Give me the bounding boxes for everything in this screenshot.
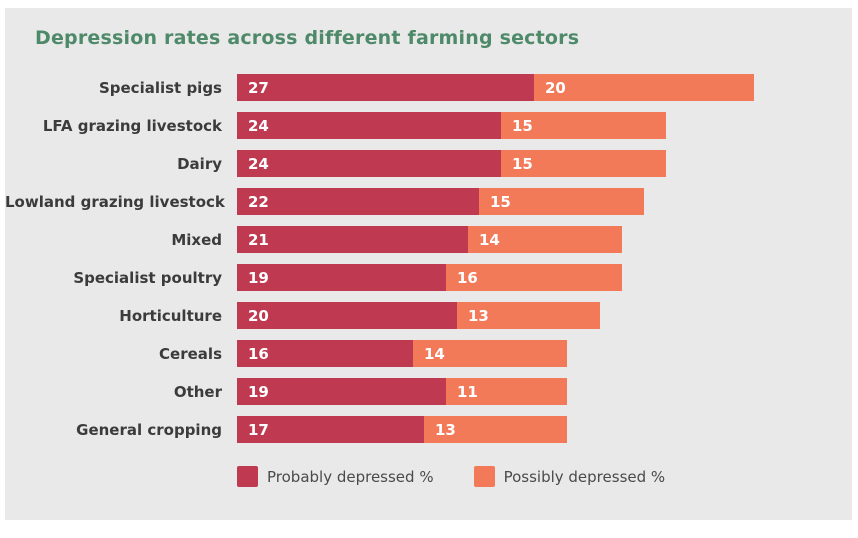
legend-swatch-possibly-depressed	[473, 466, 495, 487]
bar-value-label: 14	[424, 344, 445, 363]
bar-row: General cropping 17 13	[5, 416, 852, 443]
category-label: Other	[173, 382, 222, 401]
category-label: Mixed	[171, 230, 222, 249]
bar-value-label: 20	[248, 306, 269, 325]
bar-row: Mixed 21 14	[5, 226, 852, 253]
bar-segment-possibly-depressed: 14	[413, 340, 567, 367]
bar-row: Other 19 11	[5, 378, 852, 405]
bar-segment-probably-depressed: 21	[237, 226, 468, 253]
bar-segment-probably-depressed: 24	[237, 112, 501, 139]
category-label: Specialist poultry	[73, 268, 222, 287]
chart-card: Depression rates across different farmin…	[5, 8, 852, 520]
legend-label-probably-depressed: Probably depressed %	[267, 467, 434, 486]
category-label: Specialist pigs	[98, 78, 222, 97]
bar-chart: Specialist pigs 27 20 LFA grazing livestock…	[5, 74, 852, 454]
bar-segment-probably-depressed: 19	[237, 378, 446, 405]
bar-segment-possibly-depressed: 16	[446, 264, 622, 291]
bar-row: Lowland grazing livestock 22 15	[5, 188, 852, 215]
stacked-bar: 22 15	[237, 188, 644, 215]
bar-segment-possibly-depressed: 13	[424, 416, 567, 443]
bar-value-label: 11	[457, 382, 478, 401]
stacked-bar: 27 20	[237, 74, 754, 101]
bar-row: Horticulture 20 13	[5, 302, 852, 329]
bar-value-label: 13	[468, 306, 489, 325]
bar-row: Cereals 16 14	[5, 340, 852, 367]
legend-label-possibly-depressed: Possibly depressed %	[503, 467, 666, 486]
bar-row: Specialist pigs 27 20	[5, 74, 852, 101]
bar-segment-possibly-depressed: 13	[457, 302, 600, 329]
bar-value-label: 22	[248, 192, 269, 211]
bar-row: Specialist poultry 19 16	[5, 264, 852, 291]
bar-value-label: 14	[479, 230, 500, 249]
bar-value-label: 17	[248, 420, 269, 439]
bar-value-label: 20	[545, 78, 566, 97]
category-label: Dairy	[177, 154, 222, 173]
stacked-bar: 20 13	[237, 302, 600, 329]
chart-rows: Specialist pigs 27 20 LFA grazing livestock…	[5, 74, 852, 443]
bar-segment-possibly-depressed: 15	[501, 112, 666, 139]
bar-segment-probably-depressed: 27	[237, 74, 534, 101]
bar-value-label: 15	[512, 154, 533, 173]
bar-value-label: 19	[248, 382, 269, 401]
bar-value-label: 21	[248, 230, 269, 249]
bar-row: LFA grazing livestock 24 15	[5, 112, 852, 139]
stacked-bar: 19 11	[237, 378, 567, 405]
stacked-bar: 21 14	[237, 226, 622, 253]
bar-segment-possibly-depressed: 20	[534, 74, 754, 101]
chart-title: Depression rates across different farmin…	[35, 27, 580, 49]
bar-segment-possibly-depressed: 11	[446, 378, 567, 405]
category-label: LFA grazing livestock	[42, 116, 222, 135]
bar-value-label: 16	[457, 268, 478, 287]
bar-segment-possibly-depressed: 15	[501, 150, 666, 177]
legend: Probably depressed % Possibly depressed …	[237, 466, 665, 487]
bar-value-label: 15	[490, 192, 511, 211]
bar-segment-possibly-depressed: 15	[479, 188, 644, 215]
stacked-bar: 24 15	[237, 150, 666, 177]
bar-value-label: 24	[248, 154, 269, 173]
category-label: Lowland grazing livestock	[5, 192, 225, 211]
stacked-bar: 16 14	[237, 340, 567, 367]
bar-row: Dairy 24 15	[5, 150, 852, 177]
bar-value-label: 15	[512, 116, 533, 135]
bar-segment-probably-depressed: 24	[237, 150, 501, 177]
legend-item-possibly-depressed: Possibly depressed %	[473, 466, 666, 487]
stacked-bar: 24 15	[237, 112, 666, 139]
stacked-bar: 19 16	[237, 264, 622, 291]
category-label: General cropping	[76, 420, 222, 439]
legend-swatch-probably-depressed	[237, 466, 258, 487]
bar-segment-probably-depressed: 17	[237, 416, 424, 443]
bar-segment-probably-depressed: 16	[237, 340, 413, 367]
bar-segment-probably-depressed: 20	[237, 302, 457, 329]
bar-value-label: 16	[248, 344, 269, 363]
bar-segment-probably-depressed: 19	[237, 264, 446, 291]
bar-value-label: 27	[248, 78, 269, 97]
category-label: Cereals	[159, 344, 222, 363]
bar-segment-possibly-depressed: 14	[468, 226, 622, 253]
bar-value-label: 13	[435, 420, 456, 439]
category-label: Horticulture	[119, 306, 222, 325]
bar-segment-probably-depressed: 22	[237, 188, 479, 215]
stacked-bar: 17 13	[237, 416, 567, 443]
legend-item-probably-depressed: Probably depressed %	[237, 466, 434, 487]
bar-value-label: 24	[248, 116, 269, 135]
bar-value-label: 19	[248, 268, 269, 287]
